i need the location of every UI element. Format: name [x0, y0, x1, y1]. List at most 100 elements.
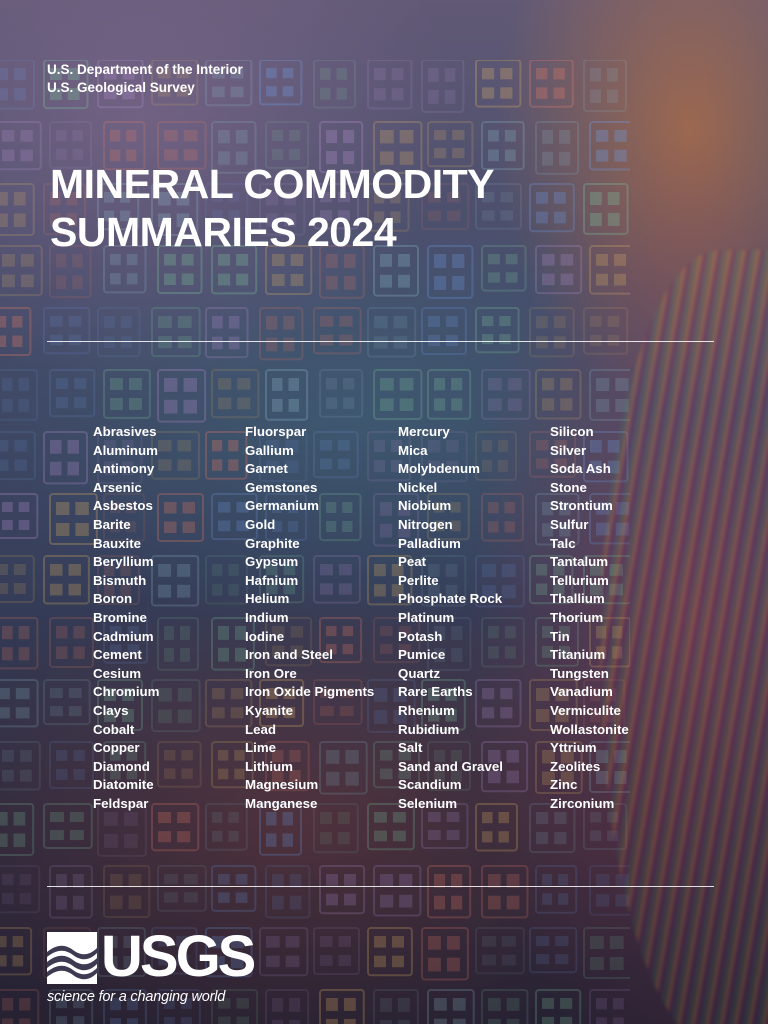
commodity-item: Rhenium	[398, 702, 455, 718]
commodity-item: Feldspar	[93, 795, 149, 811]
chip-die-pattern	[0, 60, 630, 1024]
commodity-item: Quartz	[398, 665, 441, 681]
commodity-item: Gold	[245, 516, 276, 532]
commodity-item: Wollastonite	[550, 721, 629, 737]
commodity-item: Diamond	[93, 758, 150, 774]
commodity-item: Scandium	[398, 777, 462, 793]
commodity-item: Zinc	[550, 777, 578, 793]
commodity-item: Pumice	[398, 647, 446, 663]
commodity-item: Nickel	[398, 479, 438, 495]
commodity-item: Molybdenum	[398, 461, 480, 477]
commodity-column-4: Silicon Silver Soda Ash Stone Strontium Sulfu…	[550, 423, 670, 813]
commodity-item: Lead	[245, 721, 277, 737]
commodity-item: Lithium	[245, 758, 294, 774]
commodity-item: Potash	[398, 628, 443, 644]
commodity-item: Lime	[245, 740, 277, 756]
commodity-item: Manganese	[245, 795, 318, 811]
commodity-column-3: Mercury Mica Molybdenum Nickel Niobium Nitrog…	[398, 423, 550, 813]
commodity-item: Tantalum	[550, 554, 609, 570]
commodity-item: Germanium	[245, 498, 319, 514]
commodity-item: Silver	[550, 442, 587, 458]
commodity-item: Copper	[93, 740, 140, 756]
commodity-list: Abrasives Aluminum Antimony Arsenic Asbestos…	[93, 423, 670, 813]
commodity-item: Antimony	[93, 461, 155, 477]
usgs-tagline: science for a changing world	[47, 989, 226, 1005]
commodity-item: Yttrium	[550, 740, 597, 756]
commodity-item: Gemstones	[245, 479, 318, 495]
commodity-item: Arsenic	[93, 479, 142, 495]
commodity-item: Graphite	[245, 535, 300, 551]
commodity-item: Stone	[550, 479, 587, 495]
commodity-item: Nitrogen	[398, 516, 453, 532]
bottom-divider	[47, 886, 714, 887]
agency-header: U.S. Department of the Interior U.S. Geo…	[47, 61, 243, 97]
commodity-item: Cobalt	[93, 721, 135, 737]
commodity-item: Chromium	[93, 684, 160, 700]
commodity-item: Perlite	[398, 572, 439, 588]
commodity-item: Cadmium	[93, 628, 154, 644]
commodity-item: Silicon	[550, 424, 594, 439]
commodity-item: Indium	[245, 609, 289, 625]
commodity-item: Barite	[93, 516, 131, 532]
report-title: MINERAL COMMODITY SUMMARIES 2024	[50, 160, 495, 256]
commodity-item: Selenium	[398, 795, 458, 811]
commodity-item: Kyanite	[245, 702, 294, 718]
commodity-item: Boron	[93, 591, 133, 607]
commodity-item: Rare Earths	[398, 684, 473, 700]
commodity-column-1: Abrasives Aluminum Antimony Arsenic Asbestos…	[93, 423, 245, 813]
commodity-item: Mica	[398, 442, 428, 458]
commodity-item: Helium	[245, 591, 290, 607]
commodity-item: Iron and Steel	[245, 647, 333, 663]
commodity-item: Salt	[398, 740, 423, 756]
commodity-item: Thallium	[550, 591, 605, 607]
commodity-item: Platinum	[398, 609, 455, 625]
commodity-column-2: Fluorspar Gallium Garnet Gemstones Germanium…	[245, 423, 398, 813]
commodity-item: Hafnium	[245, 572, 299, 588]
commodity-item: Aluminum	[93, 442, 159, 458]
commodity-item: Asbestos	[93, 498, 153, 514]
commodity-item: Peat	[398, 554, 427, 570]
commodity-item: Gallium	[245, 442, 294, 458]
usgs-logo: USGS science for a changing world	[47, 928, 256, 1008]
usgs-waves-icon	[47, 932, 97, 984]
commodity-item: Soda Ash	[550, 461, 611, 477]
commodity-item: Strontium	[550, 498, 613, 514]
commodity-item: Beryllium	[93, 554, 154, 570]
commodity-item: Cesium	[93, 665, 142, 681]
commodity-item: Tungsten	[550, 665, 609, 681]
commodity-item: Iron Oxide Pigments	[245, 684, 375, 700]
commodity-item: Zirconium	[550, 795, 615, 811]
commodity-item: Cement	[93, 647, 142, 663]
commodity-item: Bauxite	[93, 535, 142, 551]
commodity-item: Abrasives	[93, 424, 157, 439]
commodity-item: Bromine	[93, 609, 147, 625]
usgs-wordmark: USGS	[101, 924, 256, 989]
commodity-item: Rubidium	[398, 721, 460, 737]
commodity-item: Magnesium	[245, 777, 319, 793]
commodity-item: Fluorspar	[245, 424, 307, 439]
commodity-item: Tin	[550, 628, 570, 644]
commodity-item: Mercury	[398, 424, 450, 439]
commodity-item: Vanadium	[550, 684, 613, 700]
commodity-item: Iron Ore	[245, 665, 297, 681]
commodity-item: Zeolites	[550, 758, 601, 774]
commodity-item: Thorium	[550, 609, 604, 625]
commodity-item: Gypsum	[245, 554, 299, 570]
commodity-item: Diatomite	[93, 777, 154, 793]
commodity-item: Iodine	[245, 628, 285, 644]
commodity-item: Clays	[93, 702, 129, 718]
commodity-item: Vermiculite	[550, 702, 621, 718]
commodity-item: Tellurium	[550, 572, 609, 588]
title-line-2: SUMMARIES 2024	[50, 209, 397, 255]
commodity-item: Garnet	[245, 461, 288, 477]
commodity-item: Sulfur	[550, 516, 589, 532]
commodity-item: Niobium	[398, 498, 452, 514]
commodity-item: Titanium	[550, 647, 606, 663]
commodity-item: Talc	[550, 535, 576, 551]
title-line-1: MINERAL COMMODITY	[50, 161, 495, 207]
survey-name: U.S. Geological Survey	[47, 80, 195, 95]
commodity-item: Sand and Gravel	[398, 758, 503, 774]
